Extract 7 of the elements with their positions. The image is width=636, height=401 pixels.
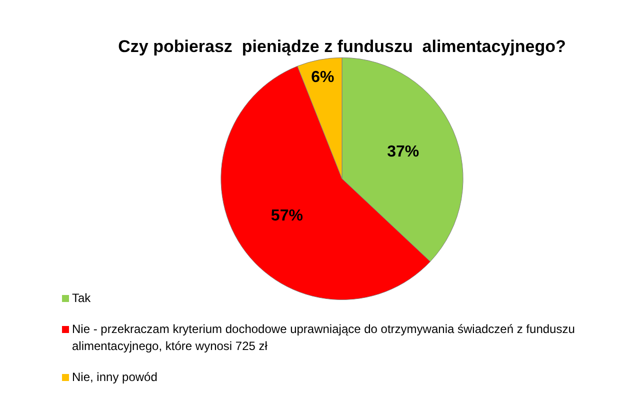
data-label: 37% <box>387 144 420 161</box>
legend-label: Tak <box>72 290 91 307</box>
data-label: 57% <box>270 208 303 225</box>
legend-label: Nie - przekraczam kryterium dochodowe uprawniające do otrzymywania świadczeń z funduszu alimentacyjnego, które wynosi 725 zł <box>72 321 576 355</box>
chart-title: Czy pobierasz pieniądze z funduszu alimentacyjnego? <box>118 36 566 56</box>
legend-label: Nie, inny powód <box>72 369 158 386</box>
data-label: 6% <box>311 69 334 86</box>
